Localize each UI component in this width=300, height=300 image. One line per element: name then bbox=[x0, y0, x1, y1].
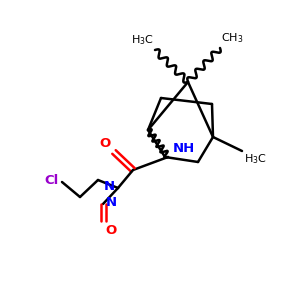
Text: N: N bbox=[106, 196, 117, 209]
Text: N: N bbox=[104, 181, 115, 194]
Text: O: O bbox=[105, 224, 116, 237]
Text: H$_3$C: H$_3$C bbox=[244, 152, 267, 166]
Text: Cl: Cl bbox=[45, 175, 59, 188]
Text: H$_3$C: H$_3$C bbox=[131, 33, 154, 47]
Text: O: O bbox=[100, 137, 111, 150]
Text: CH$_3$: CH$_3$ bbox=[221, 31, 244, 45]
Text: NH: NH bbox=[173, 142, 195, 155]
